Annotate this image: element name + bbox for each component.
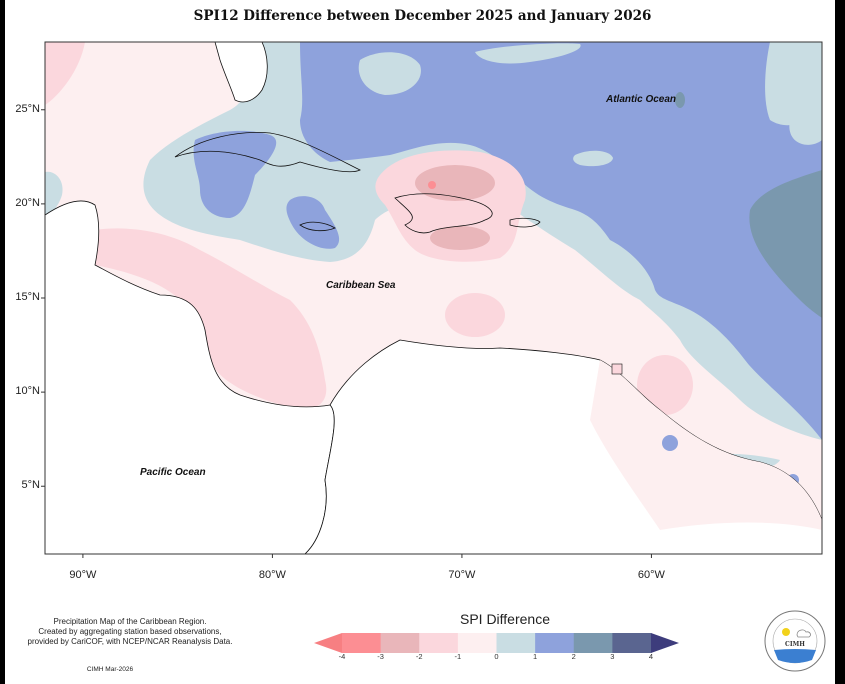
field-neg-east-spot — [637, 355, 693, 415]
y-tick-label: 15°N — [15, 291, 40, 303]
logo-text: CIMH — [785, 641, 805, 648]
field-pos-light-hole-1 — [358, 52, 421, 95]
field-pos-light-hole-3 — [573, 150, 613, 167]
field-pos-light-hole-4 — [765, 42, 822, 126]
field-pos-light-hole-2 — [475, 43, 581, 64]
legend-tick-label: 3 — [610, 652, 615, 661]
land-trinidad — [611, 363, 623, 375]
x-axis-ticks — [82, 554, 652, 558]
sea-waves-icon — [774, 649, 816, 663]
land-hispaniola — [394, 193, 493, 234]
legend-tick-label: 1 — [533, 652, 538, 661]
footnote: Precipitation Map of the Caribbean Regio… — [0, 617, 260, 647]
legend-bin — [535, 633, 575, 653]
label-pacific-ocean: Pacific Ocean — [140, 467, 206, 478]
field-pos-steel-spot — [675, 92, 685, 108]
footnote-line-2: Created by aggregating station based obs… — [38, 627, 222, 636]
legend-arrow-low — [314, 633, 342, 653]
x-tick-label: 70°W — [448, 569, 476, 581]
legend-title: SPI Difference — [459, 611, 550, 627]
y-tick-label: 5°N — [21, 479, 40, 492]
field-pos-blue-cuba — [193, 130, 277, 218]
map-title: SPI12 Difference between December 2025 a… — [193, 8, 652, 24]
field-neg-hispaniola-south — [430, 226, 490, 250]
legend-arrow-high — [651, 633, 679, 653]
x-tick-label: 60°W — [637, 569, 665, 581]
field-pos-blue-atlantic — [300, 42, 822, 440]
legend-colorbar — [314, 633, 679, 653]
field-neg-hispaniola-north — [415, 165, 495, 201]
legend-tick-label: 2 — [571, 652, 576, 661]
land-jamaica — [299, 221, 336, 232]
footnote-line-3: provided by CariCOF, with NCEP/NCAR Rean… — [27, 637, 233, 646]
land-florida — [214, 42, 268, 103]
cloud-icon — [796, 629, 811, 638]
legend-bin — [573, 633, 613, 653]
legend-bin — [380, 633, 420, 653]
legend-bin — [342, 633, 382, 653]
x-tick-label: 90°W — [69, 569, 97, 581]
cimh-logo: CIMH — [764, 610, 826, 672]
land-puerto-rico — [509, 217, 541, 228]
legend-tick-label: 0 — [494, 652, 499, 661]
field-neg-guianas-land — [590, 360, 822, 530]
legend-tick-label: 4 — [648, 652, 654, 661]
label-atlantic-ocean: Atlantic Ocean — [606, 94, 677, 105]
y-tick-label: 20°N — [15, 196, 40, 209]
legend-tick-label: -4 — [338, 652, 346, 661]
field-neg-central-america — [95, 228, 327, 410]
legend-bin — [612, 633, 652, 653]
field-pos-steel-east — [749, 170, 822, 318]
y-tick-label: 10°N — [15, 385, 40, 398]
legend-tick-label: -3 — [377, 652, 384, 661]
y-axis-ticks — [41, 109, 45, 487]
label-caribbean-sea: Caribbean Sea — [326, 280, 396, 291]
legend-bin — [457, 633, 497, 653]
sun-icon — [782, 628, 790, 636]
legend-tick-label: -2 — [415, 652, 423, 661]
field-neg-nw-corner — [45, 42, 85, 105]
credit-text: CIMH Mar-2026 — [86, 666, 134, 673]
field-neg-hispaniola-peak — [428, 181, 436, 189]
field-pos-light-west — [45, 171, 63, 217]
field-neg-caribbean-spot — [445, 293, 505, 337]
y-tick-label: 25°N — [15, 102, 40, 115]
legend-bin — [419, 633, 459, 653]
x-tick-label: 80°W — [258, 569, 286, 581]
footnote-line-1: Precipitation Map of the Caribbean Regio… — [53, 617, 207, 626]
field-pos-blue-guyana-2 — [662, 435, 678, 451]
land-cuba — [174, 132, 361, 173]
legend-bin — [496, 633, 536, 653]
legend-tick-label: -1 — [454, 652, 462, 661]
